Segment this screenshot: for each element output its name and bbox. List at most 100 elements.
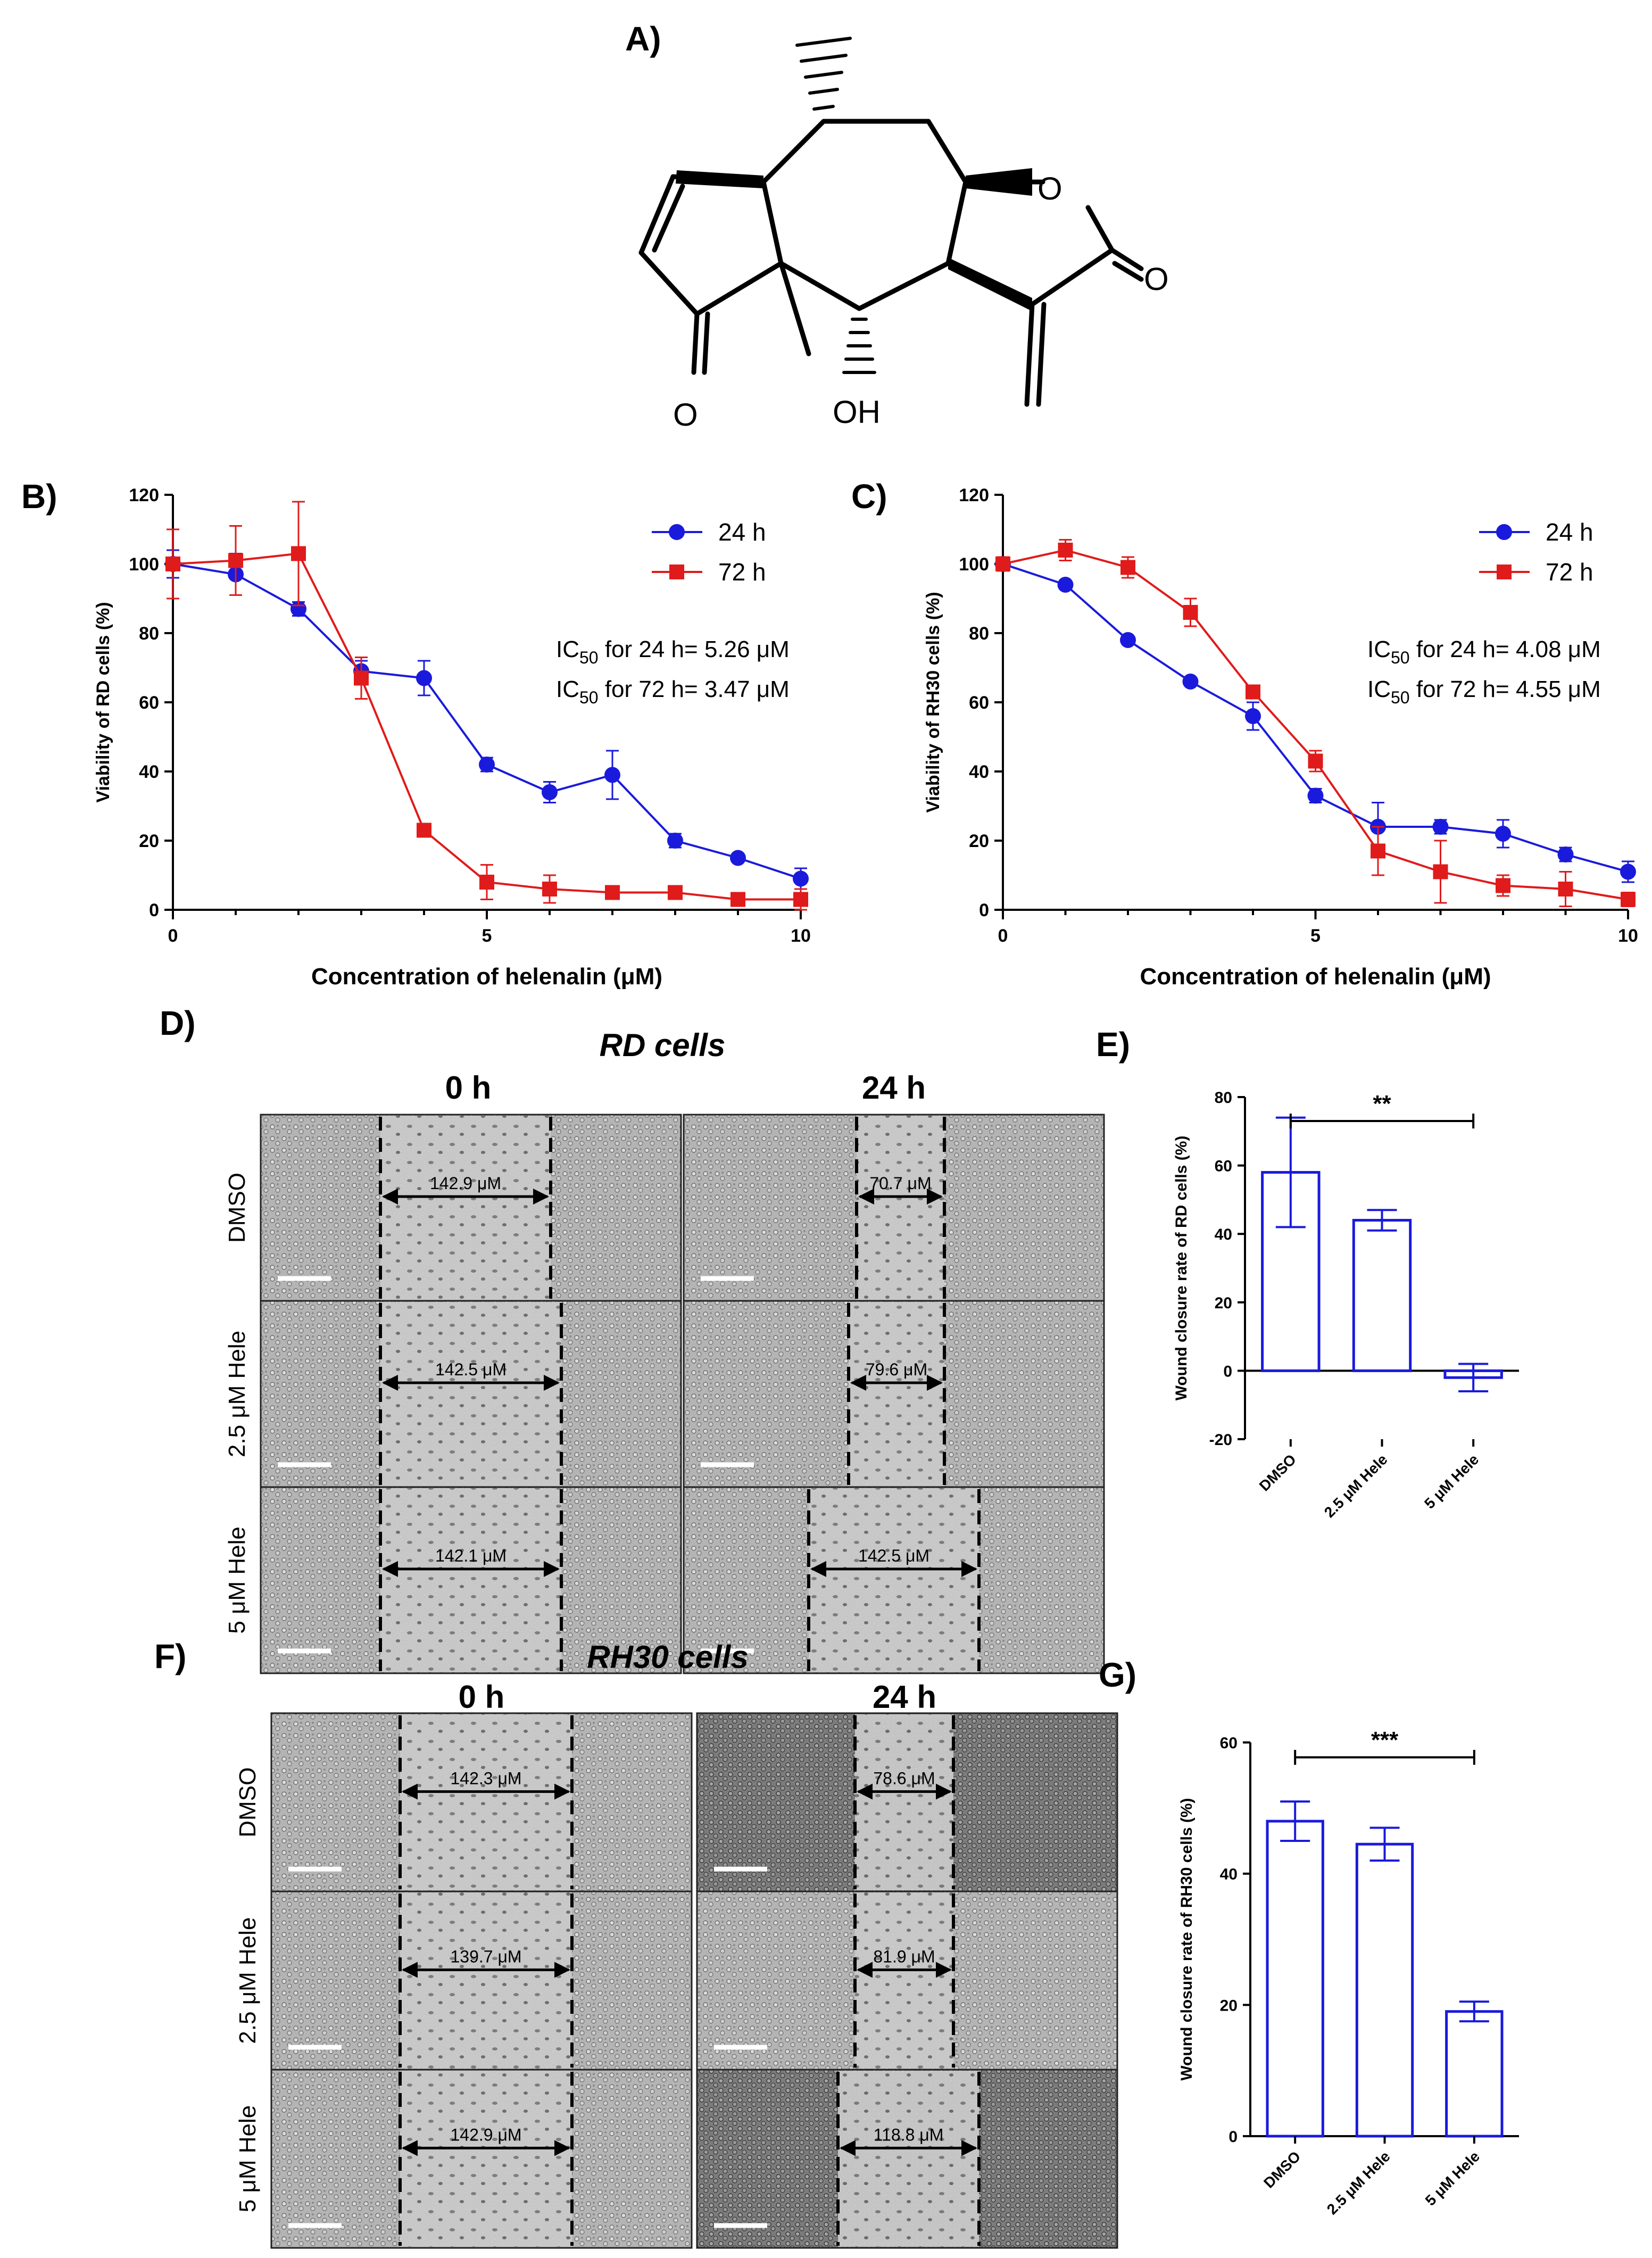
y-tick-label: 0 xyxy=(1228,2128,1238,2146)
width-measurement: 118.8 μM xyxy=(874,2125,944,2144)
y-tick-label: 40 xyxy=(139,762,159,782)
width-measurement: 142.3 μM xyxy=(450,1769,521,1788)
ic50-annotation: IC50 for 72 h= 4.55 μM xyxy=(1367,676,1601,707)
width-measurement: 142.1 μM xyxy=(435,1546,507,1565)
data-point xyxy=(793,892,808,907)
rh30-header-24h: 24 h xyxy=(873,1679,936,1715)
legend-label: 24 h xyxy=(718,518,766,546)
panel-a-label: A) xyxy=(625,20,661,58)
y-tick-label: 120 xyxy=(959,485,989,505)
legend-marker xyxy=(1496,524,1512,540)
series-line-72h xyxy=(1002,549,1629,901)
y-tick-label: 20 xyxy=(139,831,159,851)
rh30-header-0h: 0 h xyxy=(459,1679,505,1715)
width-measurement: 142.9 μM xyxy=(450,2125,521,2144)
category-label: 2.5 μM Hele xyxy=(1324,2148,1393,2218)
y-tick-label: 80 xyxy=(139,624,159,644)
atom-o-ring: O xyxy=(1037,171,1062,206)
rh30-scratch-grid: DMSO 142.3 μM 78.6 μM 2.5 μM Hele 139.7 μM 81… xyxy=(235,1712,1118,2249)
row-label: DMSO xyxy=(235,1767,261,1838)
data-point xyxy=(1307,787,1324,804)
scratch-gap xyxy=(809,1488,979,1672)
y-tick-label: 0 xyxy=(979,900,989,920)
y-axis-label: Wound closure rate of RD cells (%) xyxy=(1173,1136,1190,1401)
data-point xyxy=(730,850,746,866)
category-label: 5 μM Hele xyxy=(1421,1451,1482,1512)
data-point xyxy=(1308,753,1323,769)
atom-oh: OH xyxy=(833,394,881,430)
y-tick-label: 100 xyxy=(129,554,159,575)
data-point xyxy=(1120,560,1135,575)
x-tick-label: 0 xyxy=(998,926,1008,946)
y-axis-label: Wound closure rate of RH30 cells (%) xyxy=(1178,1798,1196,2080)
atom-o-lactone-carbonyl: O xyxy=(1144,261,1169,297)
x-axis-label: Concentration of helenalin (μM) xyxy=(1140,964,1491,990)
panel-g-label: G) xyxy=(1099,1656,1136,1694)
y-tick-label: 0 xyxy=(149,900,159,920)
scratch-gap xyxy=(838,2071,979,2247)
row-label: DMSO xyxy=(224,1173,250,1243)
data-point xyxy=(1246,684,1260,700)
data-point xyxy=(165,557,180,571)
y-tick-label: -20 xyxy=(1209,1431,1232,1449)
data-point xyxy=(605,885,620,900)
data-point xyxy=(228,553,243,568)
significance-label: *** xyxy=(1371,1727,1399,1753)
y-tick-label: 60 xyxy=(969,693,989,713)
chart-e-wound-rd: -20 0 20 40 60 80 Wound closure rate of RD cel… xyxy=(1173,1089,1519,1521)
data-point xyxy=(542,882,557,896)
scratch-gap xyxy=(857,1116,944,1300)
legend-label: 72 h xyxy=(718,558,766,586)
y-tick-label: 40 xyxy=(1220,1866,1238,1883)
legend-label: 24 h xyxy=(1546,518,1593,546)
y-tick-label: 120 xyxy=(129,485,159,505)
bar-1 xyxy=(1355,1842,1414,2138)
category-label: DMSO xyxy=(1260,2148,1304,2191)
scratch-gap xyxy=(380,1488,561,1672)
data-point xyxy=(1433,864,1448,879)
scratch-gap xyxy=(380,1116,551,1300)
data-point xyxy=(604,767,620,783)
row-label: 2.5 μM Hele xyxy=(235,1917,261,2044)
x-axis-label: Concentration of helenalin (μM) xyxy=(311,964,662,990)
data-point xyxy=(1120,632,1136,648)
scratch-gap xyxy=(380,1302,561,1486)
width-measurement: 139.7 μM xyxy=(450,1947,521,1966)
helenalin-structure xyxy=(638,37,1144,407)
atom-o-carbonyl: O xyxy=(673,397,698,433)
scratch-gap xyxy=(400,1714,572,1890)
data-point xyxy=(1183,605,1198,620)
bar-1 xyxy=(1352,1218,1412,1372)
width-measurement: 142.5 μM xyxy=(858,1546,929,1565)
data-point xyxy=(1432,819,1449,835)
data-point xyxy=(542,784,558,800)
data-point xyxy=(479,757,495,773)
data-point xyxy=(291,546,306,561)
bar-2 xyxy=(1445,2010,1504,2138)
panel-f-label: F) xyxy=(154,1637,186,1675)
data-point xyxy=(1557,846,1574,862)
ic50-annotation: IC50 for 24 h= 5.26 μM xyxy=(556,636,790,667)
x-tick-label: 5 xyxy=(1310,926,1321,946)
y-tick-label: 100 xyxy=(959,554,989,575)
data-point xyxy=(667,833,683,849)
y-tick-label: 20 xyxy=(969,831,989,851)
legend-label: 72 h xyxy=(1546,558,1593,586)
data-point xyxy=(1057,577,1074,593)
width-measurement: 142.9 μM xyxy=(430,1174,501,1193)
data-point xyxy=(416,670,432,686)
chart-b-viability-rd: 0 20 40 60 80 100 120 0 5 10 Concentration of hele… xyxy=(93,485,811,990)
legend-marker xyxy=(669,564,684,579)
ic50-annotation: IC50 for 24 h= 4.08 μM xyxy=(1367,636,1601,667)
y-tick-label: 20 xyxy=(1215,1294,1232,1312)
x-tick-label: 5 xyxy=(482,926,492,946)
scratch-gap xyxy=(400,1892,572,2069)
scratch-gap xyxy=(400,2071,572,2247)
width-measurement: 142.5 μM xyxy=(435,1360,507,1379)
panel-d-label: D) xyxy=(160,1004,196,1042)
width-measurement: 70.7 μM xyxy=(869,1174,931,1193)
panel-b-label: B) xyxy=(21,477,57,516)
y-tick-label: 40 xyxy=(969,762,989,782)
data-point xyxy=(1496,878,1510,893)
